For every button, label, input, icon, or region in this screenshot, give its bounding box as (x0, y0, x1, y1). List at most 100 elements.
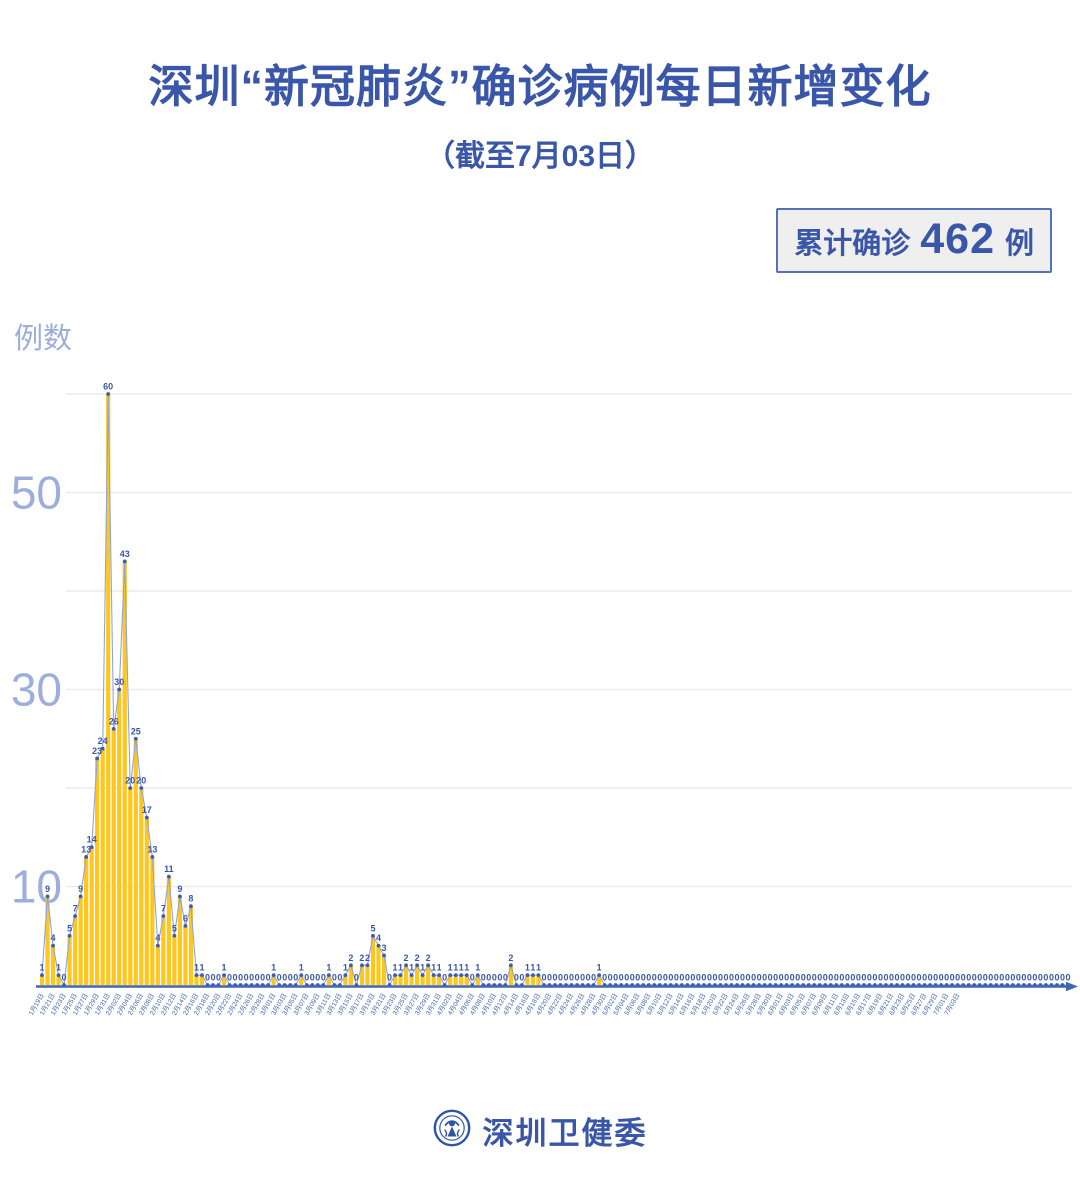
svg-text:1: 1 (525, 963, 530, 973)
svg-text:0: 0 (304, 973, 309, 983)
svg-text:0: 0 (657, 973, 662, 983)
svg-text:20: 20 (136, 776, 146, 786)
svg-text:0: 0 (255, 973, 260, 983)
svg-text:0: 0 (277, 973, 282, 983)
svg-text:0: 0 (712, 973, 717, 983)
svg-text:2: 2 (348, 953, 353, 963)
svg-text:14: 14 (87, 835, 97, 845)
svg-text:0: 0 (817, 973, 822, 983)
svg-text:0: 0 (939, 973, 944, 983)
svg-text:0: 0 (911, 973, 916, 983)
svg-text:1: 1 (299, 963, 304, 973)
svg-text:1: 1 (409, 963, 414, 973)
svg-text:0: 0 (260, 973, 265, 983)
svg-text:0: 0 (751, 973, 756, 983)
svg-text:0: 0 (801, 973, 806, 983)
svg-text:0: 0 (773, 973, 778, 983)
svg-text:0: 0 (497, 973, 502, 983)
svg-text:0: 0 (337, 973, 342, 983)
svg-text:0: 0 (205, 973, 210, 983)
svg-text:0: 0 (586, 973, 591, 983)
svg-text:0: 0 (613, 973, 618, 983)
svg-text:0: 0 (558, 973, 563, 983)
svg-text:1: 1 (343, 963, 348, 973)
svg-text:0: 0 (514, 973, 519, 983)
svg-text:0: 0 (872, 973, 877, 983)
svg-text:0: 0 (575, 973, 580, 983)
svg-text:2: 2 (359, 953, 364, 963)
svg-text:50: 50 (11, 467, 62, 519)
svg-text:13: 13 (81, 844, 91, 854)
svg-text:0: 0 (999, 973, 1004, 983)
svg-text:0: 0 (917, 973, 922, 983)
svg-text:1: 1 (398, 963, 403, 973)
svg-text:0: 0 (288, 973, 293, 983)
svg-text:0: 0 (790, 973, 795, 983)
svg-text:17: 17 (142, 805, 152, 815)
svg-text:0: 0 (266, 973, 271, 983)
svg-text:0: 0 (602, 973, 607, 983)
svg-text:1: 1 (448, 963, 453, 973)
svg-text:0: 0 (977, 973, 982, 983)
svg-text:1: 1 (199, 963, 204, 973)
svg-text:0: 0 (856, 973, 861, 983)
badge-unit: 例 (1004, 228, 1034, 260)
svg-text:0: 0 (696, 973, 701, 983)
svg-text:0: 0 (762, 973, 767, 983)
svg-text:0: 0 (928, 973, 933, 983)
svg-text:0: 0 (552, 973, 557, 983)
svg-text:1: 1 (459, 963, 464, 973)
footer-org-name: 深圳卫健委 (482, 1116, 648, 1151)
svg-text:0: 0 (1016, 973, 1021, 983)
svg-text:0: 0 (894, 973, 899, 983)
svg-text:0: 0 (470, 973, 475, 983)
svg-text:1: 1 (326, 963, 331, 973)
svg-text:0: 0 (646, 973, 651, 983)
svg-text:0: 0 (972, 973, 977, 983)
svg-text:0: 0 (547, 973, 552, 983)
svg-text:0: 0 (233, 973, 238, 983)
svg-text:0: 0 (834, 973, 839, 983)
svg-text:0: 0 (62, 973, 67, 983)
svg-text:0: 0 (735, 973, 740, 983)
svg-text:0: 0 (486, 973, 491, 983)
svg-text:7: 7 (161, 904, 166, 914)
svg-text:0: 0 (950, 973, 955, 983)
svg-text:2: 2 (404, 953, 409, 963)
svg-text:0: 0 (492, 973, 497, 983)
svg-text:0: 0 (961, 973, 966, 983)
svg-text:10: 10 (11, 861, 62, 913)
svg-text:1: 1 (464, 963, 469, 973)
svg-text:4: 4 (51, 933, 56, 943)
svg-text:0: 0 (481, 973, 486, 983)
svg-text:13: 13 (147, 844, 157, 854)
svg-text:0: 0 (608, 973, 613, 983)
svg-text:0: 0 (1049, 973, 1054, 983)
svg-text:0: 0 (591, 973, 596, 983)
svg-text:0: 0 (641, 973, 646, 983)
svg-text:43: 43 (120, 549, 130, 559)
svg-text:0: 0 (630, 973, 635, 983)
badge-value: 462 (920, 215, 995, 263)
svg-text:1: 1 (194, 963, 199, 973)
svg-text:0: 0 (757, 973, 762, 983)
svg-text:0: 0 (768, 973, 773, 983)
svg-text:1: 1 (597, 963, 602, 973)
svg-text:4: 4 (155, 933, 160, 943)
svg-text:0: 0 (861, 973, 866, 983)
svg-text:0: 0 (823, 973, 828, 983)
svg-text:1: 1 (420, 963, 425, 973)
svg-text:0: 0 (293, 973, 298, 983)
svg-text:0: 0 (1054, 973, 1059, 983)
svg-text:0: 0 (740, 973, 745, 983)
svg-text:0: 0 (635, 973, 640, 983)
svg-text:0: 0 (564, 973, 569, 983)
svg-text:1: 1 (56, 963, 61, 973)
svg-text:0: 0 (227, 973, 232, 983)
svg-text:3: 3 (381, 943, 386, 953)
svg-text:0: 0 (238, 973, 243, 983)
svg-text:0: 0 (321, 973, 326, 983)
svg-text:1: 1 (437, 963, 442, 973)
svg-text:0: 0 (806, 973, 811, 983)
